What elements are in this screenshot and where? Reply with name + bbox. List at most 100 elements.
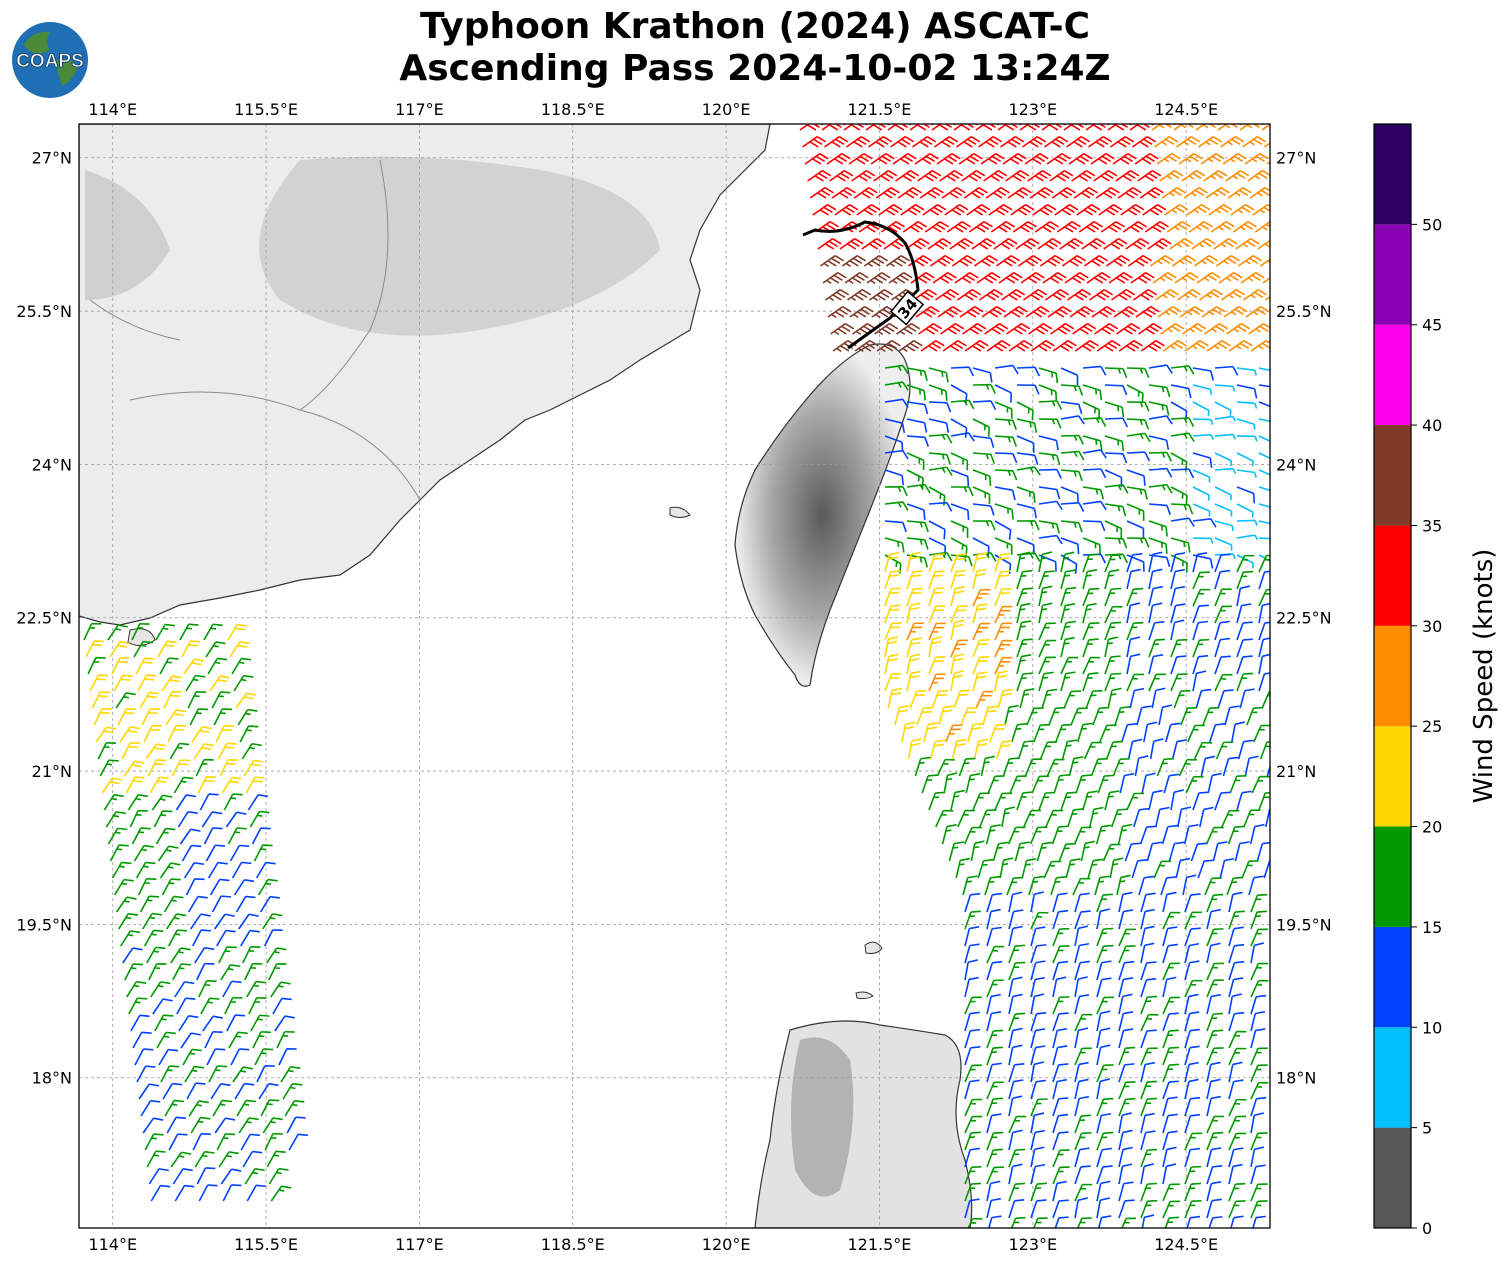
wind-barb xyxy=(1140,1199,1158,1219)
wind-barb xyxy=(863,254,888,268)
wind-barb xyxy=(1140,339,1165,352)
wind-barb xyxy=(1181,169,1206,182)
wind-barb xyxy=(1030,1199,1047,1219)
wind-barb xyxy=(1237,739,1254,760)
wind-barb xyxy=(1091,305,1116,318)
wind-barb xyxy=(834,203,859,216)
wind-barb xyxy=(1250,942,1265,964)
wind-barb xyxy=(1259,255,1270,267)
wind-barb xyxy=(884,449,909,460)
wind-barb xyxy=(1038,671,1054,692)
wind-barb xyxy=(1060,636,1075,658)
wind-barb xyxy=(884,520,907,533)
wind-barb xyxy=(1184,911,1202,930)
wind-barb xyxy=(1236,367,1257,376)
wind-barb xyxy=(1192,554,1214,569)
wind-barb xyxy=(1184,1215,1201,1228)
wind-barb xyxy=(940,322,965,335)
wind-barb xyxy=(944,203,969,216)
wind-barb xyxy=(1016,418,1038,433)
wind-barb xyxy=(972,400,997,411)
wind-barb xyxy=(270,981,291,998)
lon-tick-label-bottom: 114°E xyxy=(88,1235,137,1254)
wind-barb xyxy=(1109,857,1124,879)
wind-barb xyxy=(1258,435,1270,445)
wind-barb xyxy=(1258,418,1270,424)
wind-barb xyxy=(1202,706,1220,726)
wind-barb xyxy=(986,1046,1003,1066)
lon-tick-label-top: 118.5°E xyxy=(541,100,605,119)
wind-barb xyxy=(143,724,162,743)
wind-barb xyxy=(1184,1199,1202,1219)
wind-barb xyxy=(993,237,1018,250)
wind-barb xyxy=(994,552,1011,573)
wind-barb xyxy=(884,418,906,434)
wind-barb xyxy=(237,708,258,726)
wind-barb xyxy=(1199,288,1224,301)
wind-barb xyxy=(1184,1078,1199,1100)
wind-barb xyxy=(278,1047,297,1066)
lon-tick-label-top: 117°E xyxy=(395,100,444,119)
wind-barb xyxy=(133,844,154,862)
wind-barb xyxy=(288,1133,308,1151)
wind-barb xyxy=(1162,1113,1178,1134)
wind-barb xyxy=(1179,305,1204,318)
wind-barb xyxy=(211,895,231,913)
wind-barb xyxy=(1148,503,1171,516)
wind-barb xyxy=(950,399,975,410)
wind-barb xyxy=(1074,942,1090,964)
wind-barb xyxy=(1190,842,1208,862)
wind-barb xyxy=(929,739,946,760)
wind-barb xyxy=(1218,271,1243,284)
wind-barb xyxy=(972,469,992,487)
wind-barb xyxy=(888,271,913,285)
wind-barb xyxy=(183,862,205,879)
wind-barb xyxy=(998,271,1023,284)
lon-tick-label-bottom: 115.5°E xyxy=(234,1235,298,1254)
wind-barb xyxy=(1192,654,1209,675)
wind-barb xyxy=(884,636,899,658)
wind-barb xyxy=(1016,520,1040,531)
wind-barb xyxy=(1140,995,1158,1015)
wind-barb xyxy=(1214,452,1233,467)
wind-barb xyxy=(1041,124,1066,131)
wind-barb xyxy=(1096,339,1121,352)
wind-barb xyxy=(884,672,902,692)
wind-barb xyxy=(1184,1182,1202,1202)
wind-barb xyxy=(138,1083,160,1100)
wind-barb xyxy=(203,827,223,845)
wind-barb xyxy=(1126,503,1145,521)
wind-barb xyxy=(1140,942,1155,964)
wind-barb xyxy=(1256,841,1270,862)
wind-barb xyxy=(950,619,965,641)
wind-barb xyxy=(1142,203,1167,216)
wind-barb xyxy=(1258,537,1270,540)
wind-barb xyxy=(1060,791,1077,811)
wind-barb xyxy=(1008,1217,1026,1228)
wind-barb xyxy=(1096,893,1113,913)
wind-barb xyxy=(939,169,964,182)
wind-barb xyxy=(1060,586,1077,607)
wind-barb xyxy=(1104,790,1120,811)
wind-barb xyxy=(111,656,130,675)
wind-barb xyxy=(230,1048,250,1066)
wind-barb xyxy=(1221,809,1240,828)
wind-barb xyxy=(1051,186,1076,199)
wind-barb xyxy=(1126,520,1145,539)
wind-barb xyxy=(1092,706,1110,726)
colorbar-label: Wind Speed (knots) xyxy=(1469,549,1499,804)
wind-barb xyxy=(994,418,1017,430)
wind-barb xyxy=(906,452,925,470)
wind-barb xyxy=(1258,384,1270,389)
wind-barb xyxy=(1126,469,1146,486)
wind-barb xyxy=(869,288,894,302)
wind-barb xyxy=(1140,961,1157,981)
wind-barb xyxy=(1248,322,1270,335)
wind-barb xyxy=(155,827,176,845)
wind-barb xyxy=(1052,1097,1069,1117)
wind-barb xyxy=(1126,451,1151,462)
wind-barb xyxy=(809,186,834,199)
wind-barb xyxy=(884,469,905,486)
wind-barb xyxy=(1030,993,1045,1015)
wind-barb xyxy=(1020,271,1045,284)
